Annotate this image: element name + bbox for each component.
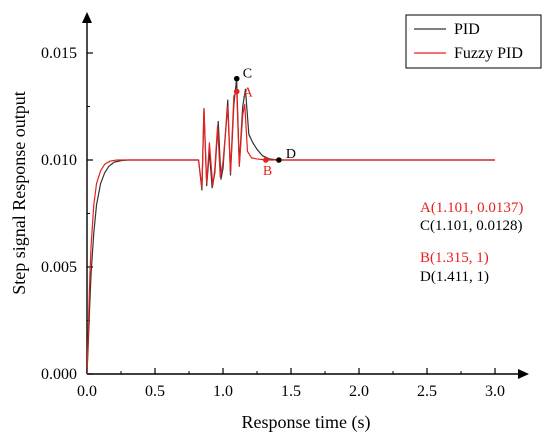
point-c (233, 75, 240, 82)
y-ticks: 0.000 0.005 0.010 0.015 (41, 45, 93, 383)
y-axis-title: Step signal Response output (9, 91, 29, 295)
x-tick-label: 1.0 (213, 383, 233, 400)
y-tick-label: 0.005 (41, 259, 77, 276)
point-label-d: D (286, 147, 296, 162)
coordinate-notes: A(1.101, 0.0137) C(1.101, 0.0128) B(1.31… (420, 200, 523, 285)
point-a (233, 88, 240, 95)
series-layer (87, 78, 495, 374)
point-b (263, 157, 269, 163)
legend-label-pid: PID (454, 21, 480, 38)
note-d: D(1.411, 1) (420, 269, 489, 285)
x-tick-label: 0.5 (145, 383, 165, 400)
x-tick-label: 2.0 (349, 383, 369, 400)
legend-label-fuzzy-pid: Fuzzy PID (454, 45, 523, 62)
y-axis-arrow (82, 12, 92, 23)
annotation-layer: CA DB (233, 67, 296, 179)
x-tick-label: 2.5 (417, 383, 437, 400)
x-axis-arrow (518, 369, 529, 379)
legend: PID Fuzzy PID (405, 14, 542, 69)
point-d (276, 157, 282, 163)
point-label-a: A (243, 86, 254, 101)
point-label-b: B (263, 164, 272, 179)
x-ticks: 0.0 0.5 1.0 1.5 2.0 2.5 3.0 (77, 368, 505, 400)
x-tick-label: 0.0 (77, 383, 97, 400)
y-tick-label: 0.010 (41, 152, 77, 169)
x-tick-label: 3.0 (485, 383, 505, 400)
series-line-fuzzy-pid (87, 90, 495, 374)
y-tick-label: 0.015 (41, 45, 77, 62)
note-a: A(1.101, 0.0137) (420, 200, 523, 216)
x-tick-label: 1.5 (281, 383, 301, 400)
note-c: C(1.101, 0.0128) (420, 218, 523, 234)
note-b: B(1.315, 1) (420, 250, 489, 266)
legend-box (405, 14, 542, 69)
axes (82, 12, 529, 379)
point-label-c: C (243, 67, 252, 82)
x-axis-title: Response time (s) (242, 412, 371, 433)
y-tick-label: 0.000 (41, 366, 77, 383)
